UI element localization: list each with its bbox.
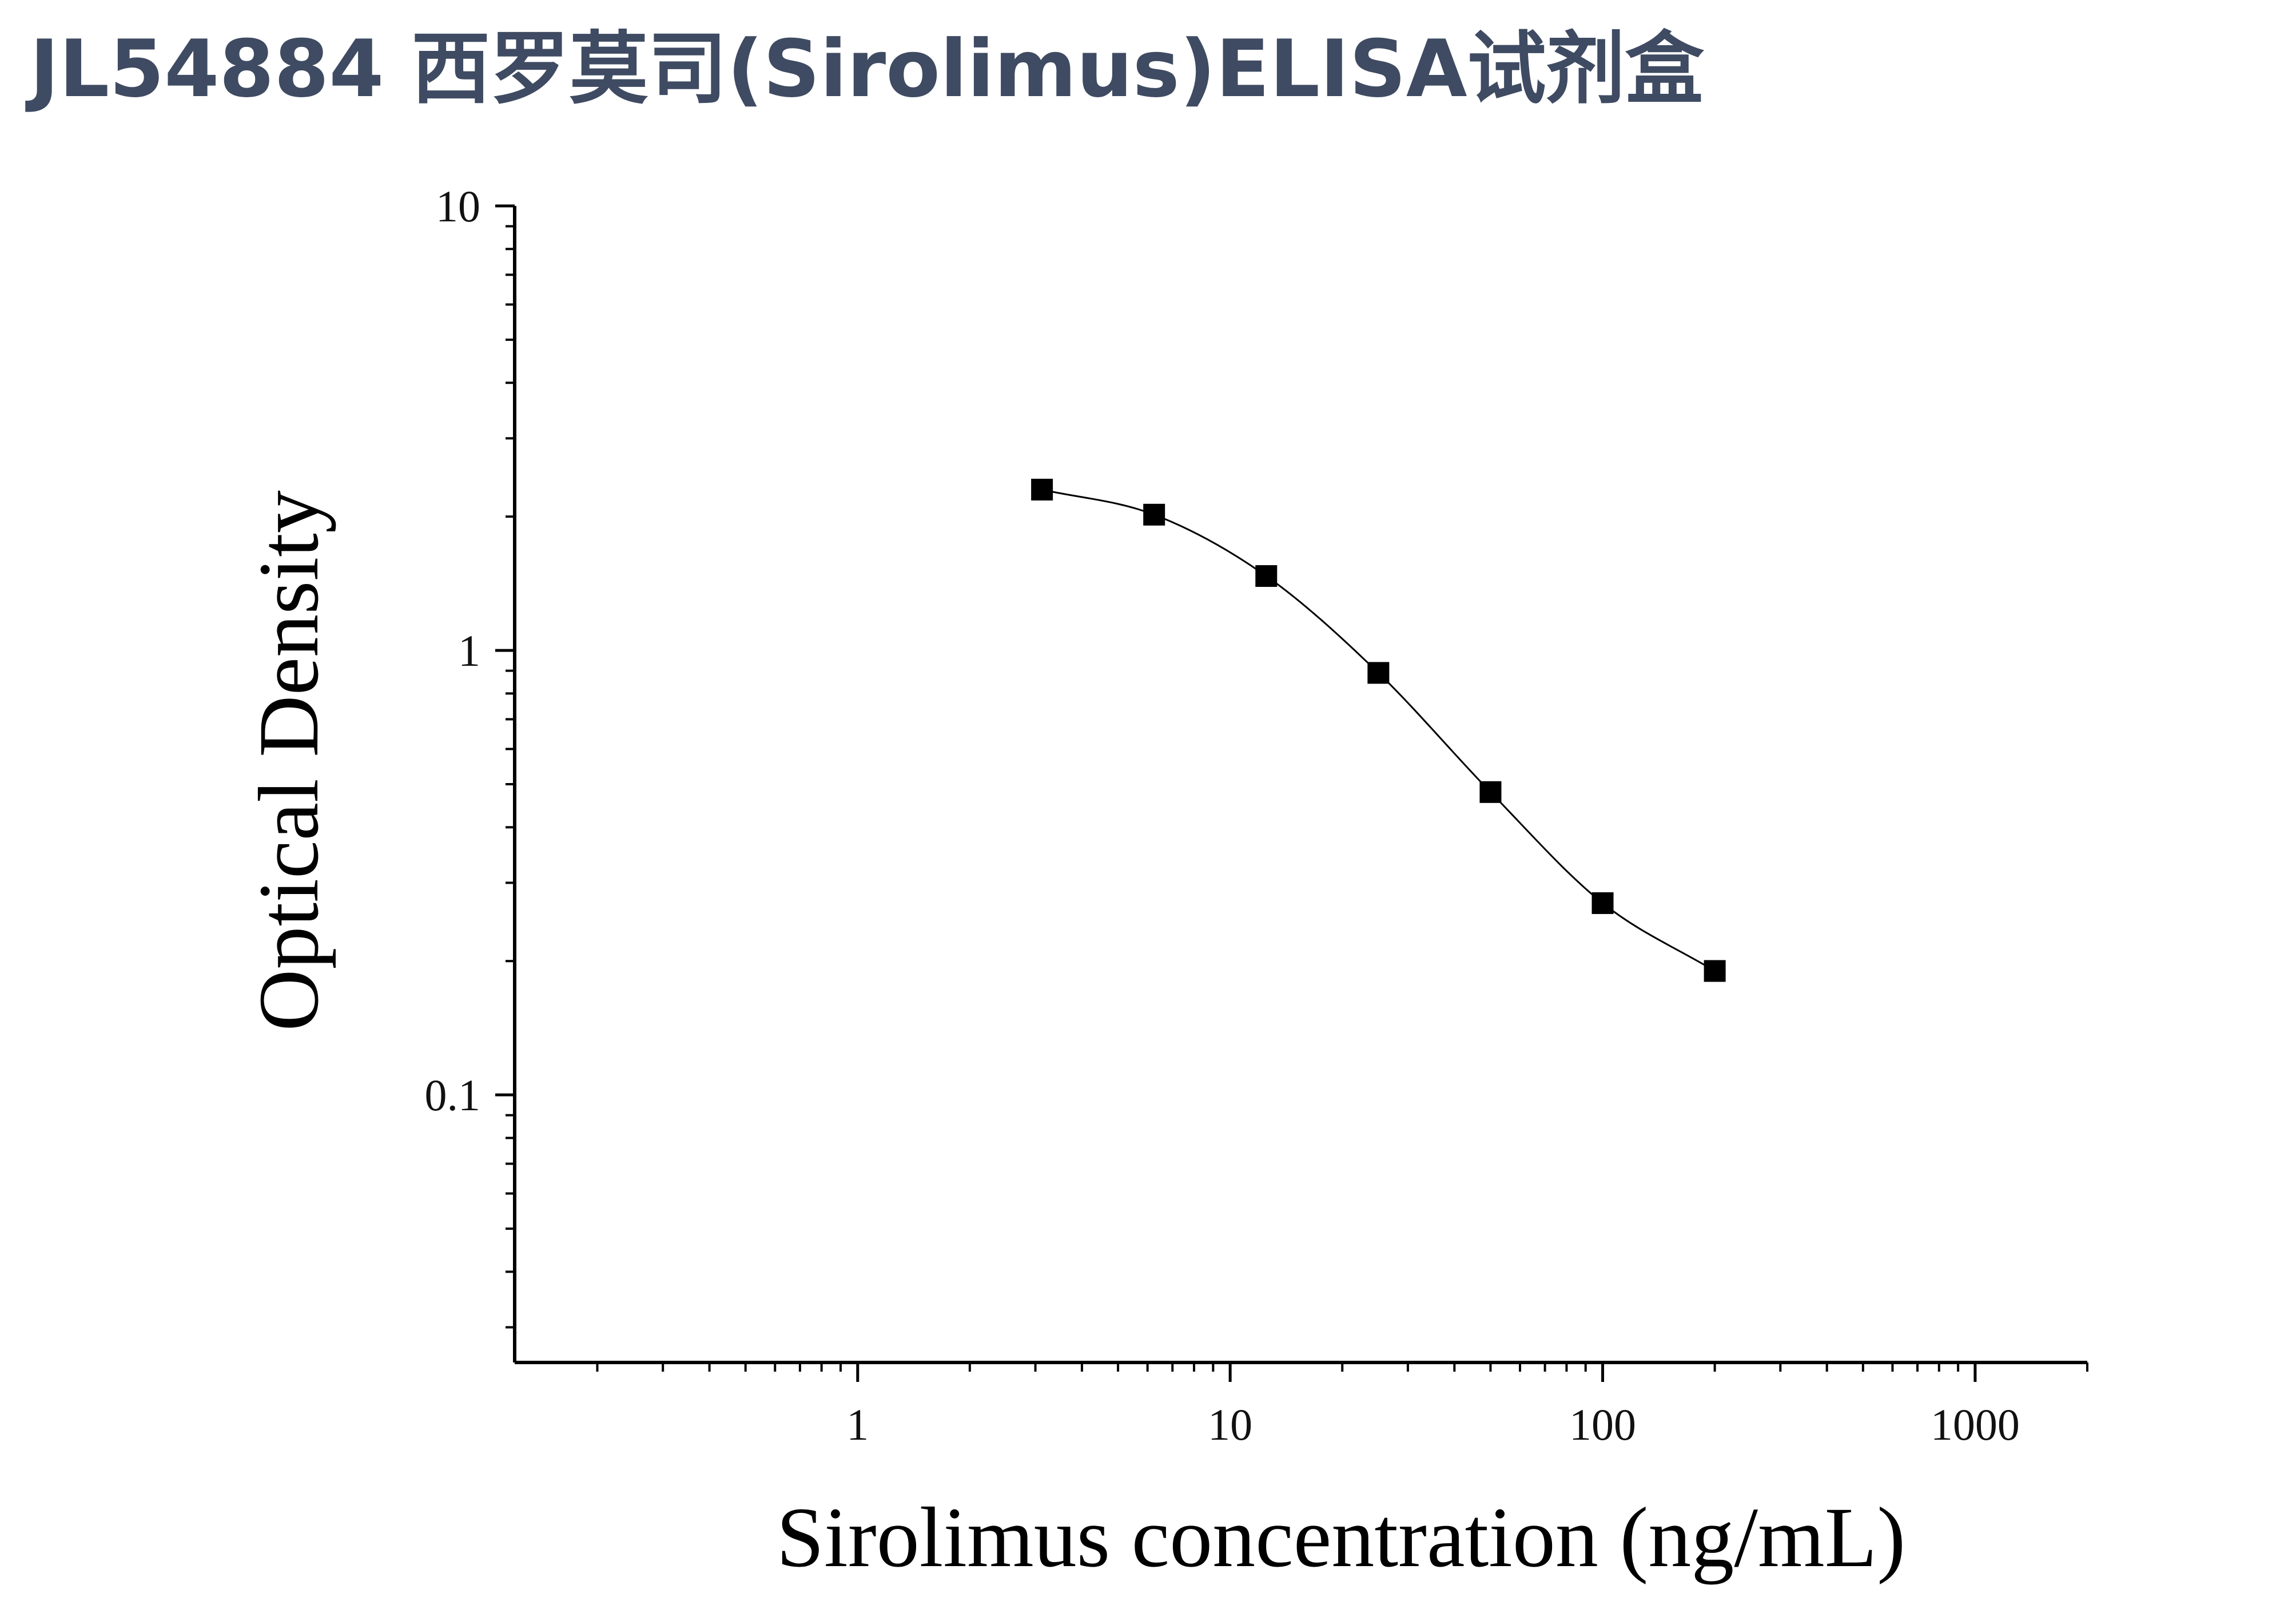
- ticks: 1 10 100 1000 0.1 1 10: [425, 181, 2088, 1449]
- y-tick-label: 0.1: [425, 1070, 481, 1120]
- axes: [513, 206, 2087, 1364]
- data-point-marker: [1479, 781, 1502, 803]
- x-tick-label: 1: [846, 1400, 869, 1449]
- x-tick-label: 10: [1208, 1400, 1252, 1449]
- data-point-marker: [1255, 565, 1278, 587]
- data-point-marker: [1591, 892, 1614, 914]
- data-point-marker: [1143, 503, 1165, 526]
- data-point-marker: [1031, 478, 1053, 500]
- y-axis-title: Optical Density: [241, 490, 336, 1031]
- data-points: [1031, 478, 1726, 982]
- y-tick-label: 1: [458, 626, 480, 676]
- x-axis-title: Sirolimus concentration (ng/mL): [777, 1490, 1906, 1585]
- page-title: JL54884 西罗莫司(Sirolimus)ELISA试剂盒: [30, 23, 1704, 115]
- x-tick-label: 100: [1569, 1400, 1636, 1449]
- fit-curve: [1041, 488, 1716, 972]
- data-point-marker: [1704, 960, 1726, 982]
- x-tick-label: 1000: [1931, 1400, 2020, 1449]
- y-tick-label: 10: [436, 181, 480, 231]
- data-point-marker: [1367, 662, 1390, 684]
